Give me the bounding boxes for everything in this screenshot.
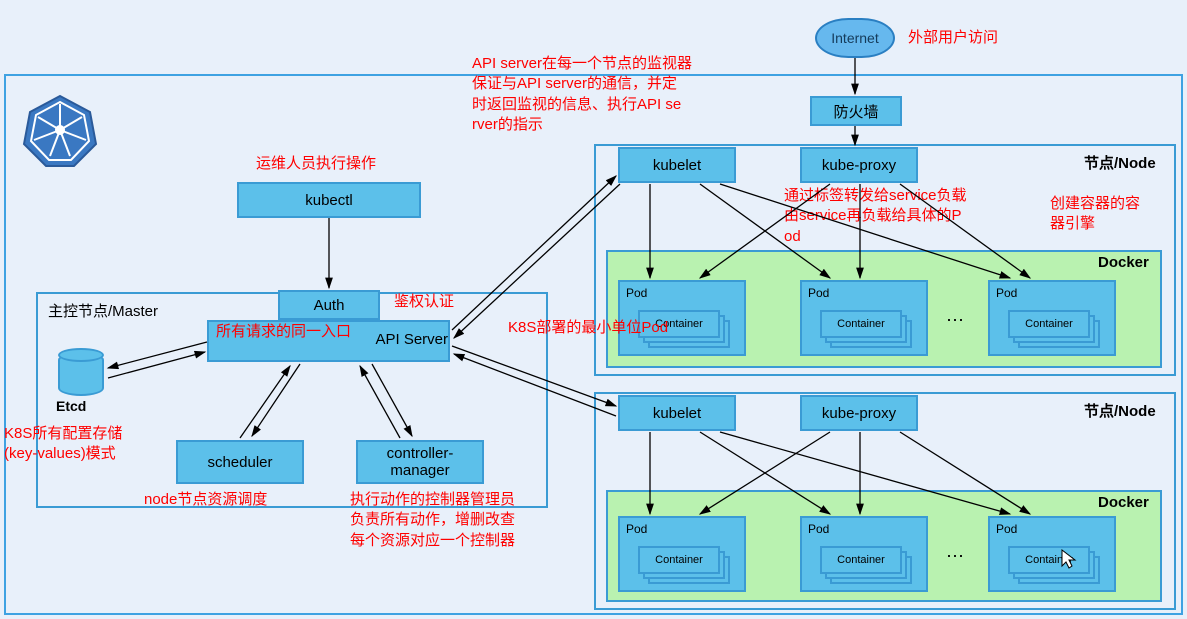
node2-kubelet-label: kubelet	[653, 405, 701, 422]
pod-label: Pod	[996, 286, 1017, 300]
etcd-label: Etcd	[56, 398, 86, 414]
api-server-label: API Server	[375, 331, 448, 348]
anno-external-access: 外部用户访问	[908, 28, 998, 48]
pod-label: Pod	[808, 522, 829, 536]
node1-kubelet-box: kubelet	[618, 147, 736, 183]
node2-docker-label: Docker	[1098, 494, 1149, 511]
internet-label: Internet	[831, 30, 878, 46]
controller-manager-label: controller- manager	[387, 445, 454, 479]
container-label: Container	[820, 310, 902, 338]
container-label: Container	[638, 546, 720, 574]
auth-box: Auth	[278, 290, 380, 320]
node2-kubeproxy-label: kube-proxy	[822, 405, 896, 422]
kubernetes-logo-icon	[20, 90, 100, 170]
node1-kubelet-label: kubelet	[653, 157, 701, 174]
anno-ops-exec: 运维人员执行操作	[256, 154, 376, 174]
kubectl-label: kubectl	[305, 192, 353, 209]
anno-cm: 执行动作的控制器管理员 负责所有动作，增删改查 每个资源对应一个控制器	[350, 490, 515, 551]
node2-kubeproxy-box: kube-proxy	[800, 395, 918, 431]
pod-label: Pod	[626, 522, 647, 536]
node1-kubeproxy-label: kube-proxy	[822, 157, 896, 174]
node1-kubeproxy-box: kube-proxy	[800, 147, 918, 183]
node2-label: 节点/Node	[1084, 400, 1156, 421]
anno-proxy: 通过标签转发给service负载 由service再负载给具体的P od	[784, 186, 967, 247]
node2-pod1: Pod Container	[618, 516, 746, 592]
anno-scheduler: node节点资源调度	[144, 490, 267, 510]
anno-api-entry: 所有请求的同一入口	[216, 322, 351, 342]
container-label: Container	[1008, 310, 1090, 338]
scheduler-box: scheduler	[176, 440, 304, 484]
pod-label: Pod	[808, 286, 829, 300]
node2-kubelet-box: kubelet	[618, 395, 736, 431]
firewall-label: 防火墙	[833, 101, 878, 122]
auth-label: Auth	[314, 297, 345, 314]
node1-pod2: Pod Container	[800, 280, 928, 356]
node1-pod3: Pod Container	[988, 280, 1116, 356]
container-label: Container	[820, 546, 902, 574]
cursor-icon	[1060, 548, 1078, 575]
anno-pod-unit: K8S部署的最小单位Pod	[508, 318, 668, 338]
firewall-box: 防火墙	[810, 96, 902, 126]
pod-label: Pod	[996, 522, 1017, 536]
kubectl-box: kubectl	[237, 182, 421, 218]
anno-auth: 鉴权认证	[394, 292, 454, 312]
internet-cloud: Internet	[815, 18, 895, 58]
scheduler-label: scheduler	[207, 454, 272, 471]
node2-pod3: Pod Container	[988, 516, 1116, 592]
pod-label: Pod	[626, 286, 647, 300]
dots2: ⋯	[946, 546, 964, 567]
anno-docker: 创建容器的容 器引擎	[1050, 194, 1140, 235]
controller-manager-box: controller- manager	[356, 440, 484, 484]
dots1: ⋯	[946, 310, 964, 331]
master-label: 主控节点/Master	[48, 300, 158, 321]
node1-docker-label: Docker	[1098, 254, 1149, 271]
node1-label: 节点/Node	[1084, 152, 1156, 173]
anno-etcd: K8S所有配置存储 (key-values)模式	[4, 424, 122, 465]
anno-kubelet-desc: API server在每一个节点的监视器 保证与API server的通信，并定…	[472, 54, 692, 135]
node2-pod2: Pod Container	[800, 516, 928, 592]
